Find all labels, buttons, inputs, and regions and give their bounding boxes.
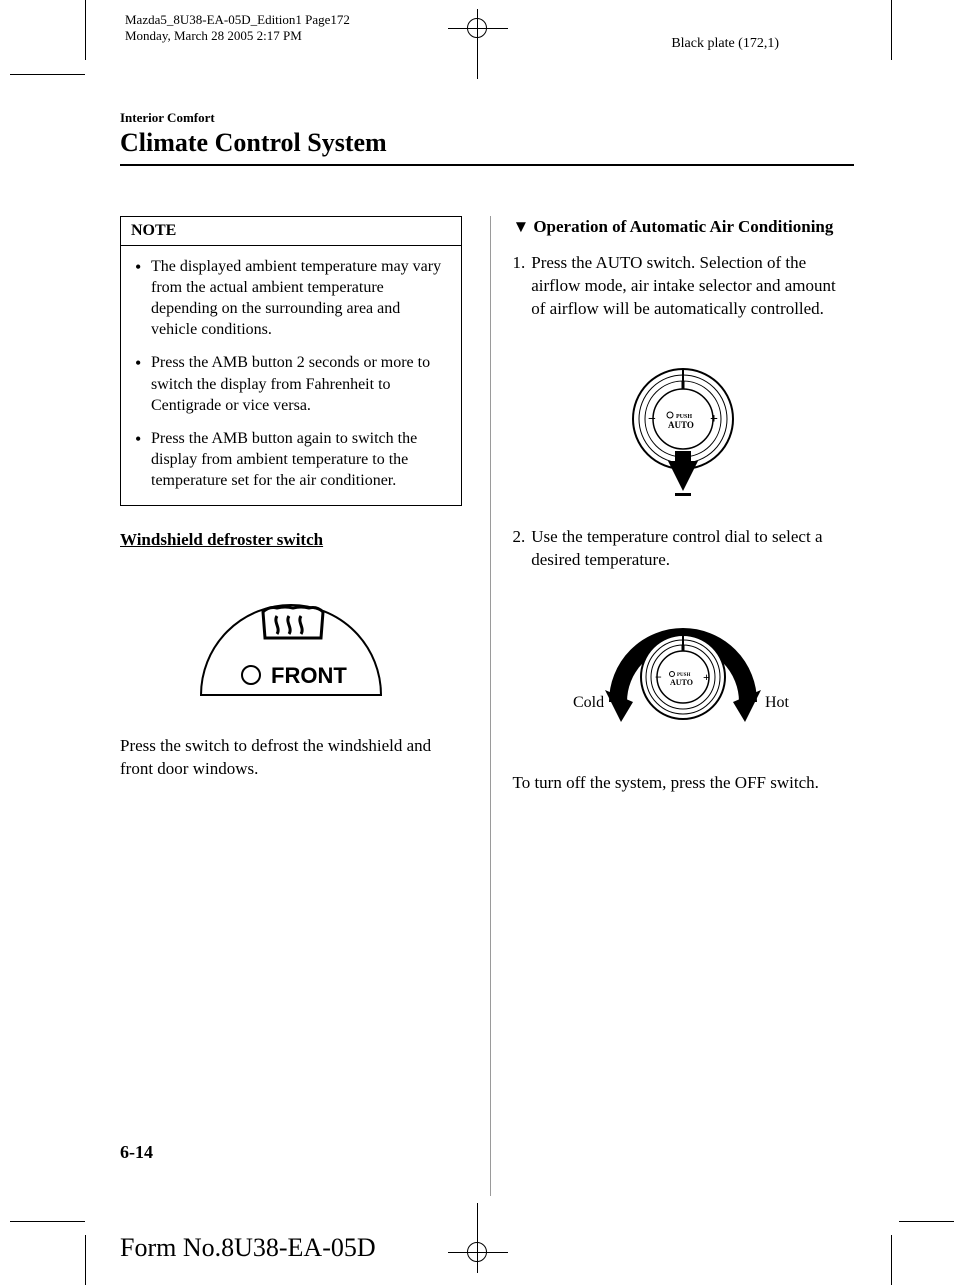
step-text: Use the temperature control dial to sele… bbox=[531, 526, 854, 572]
hot-label: Hot bbox=[765, 694, 790, 711]
right-column: ▼ Operation of Automatic Air Conditionin… bbox=[490, 216, 855, 1196]
note-item: Press the AMB button again to switch the… bbox=[133, 428, 449, 491]
step-text: Press the AUTO switch. Selection of the … bbox=[531, 252, 854, 321]
defroster-heading: Windshield defroster switch bbox=[120, 530, 462, 550]
svg-text:+: + bbox=[703, 670, 710, 684]
operation-heading: ▼ Operation of Automatic Air Conditionin… bbox=[513, 216, 855, 238]
page-number: 6-14 bbox=[120, 1142, 153, 1163]
title-rule bbox=[120, 164, 854, 166]
down-triangle-icon: ▼ bbox=[513, 216, 530, 238]
auto-dial-icon: − + PUSH AUTO bbox=[608, 351, 758, 501]
svg-text:−: − bbox=[655, 670, 662, 684]
auto-dial-figure: − + PUSH AUTO bbox=[513, 351, 855, 506]
file-info-line1: Mazda5_8U38-EA-05D_Edition1 Page172 bbox=[125, 12, 350, 28]
temp-dial-icon: − + PUSH AUTO Cold Hot bbox=[543, 592, 823, 742]
left-column: NOTE The displayed ambient temperature m… bbox=[120, 216, 462, 1196]
cold-label: Cold bbox=[573, 694, 604, 711]
svg-text:+: + bbox=[710, 412, 718, 427]
note-label: NOTE bbox=[121, 217, 461, 246]
temp-dial-figure: − + PUSH AUTO Cold Hot bbox=[513, 592, 855, 747]
section-title: Climate Control System bbox=[120, 128, 854, 158]
step-2: 2. Use the temperature control dial to s… bbox=[513, 526, 855, 572]
note-item: The displayed ambient temperature may va… bbox=[133, 256, 449, 340]
operation-heading-text: Operation of Automatic Air Conditioning bbox=[533, 216, 833, 238]
note-box: NOTE The displayed ambient temperature m… bbox=[120, 216, 462, 506]
section-label: Interior Comfort bbox=[120, 110, 854, 126]
svg-text:AUTO: AUTO bbox=[670, 678, 693, 687]
svg-text:−: − bbox=[648, 412, 656, 427]
defroster-body: Press the switch to defrost the windshie… bbox=[120, 735, 462, 781]
print-file-info: Mazda5_8U38-EA-05D_Edition1 Page172 Mond… bbox=[125, 12, 350, 43]
step-number: 1. bbox=[513, 252, 526, 321]
defroster-figure: FRONT bbox=[120, 580, 462, 715]
file-info-line2: Monday, March 28 2005 2:17 PM bbox=[125, 28, 350, 44]
off-text: To turn off the system, press the OFF sw… bbox=[513, 772, 855, 795]
form-number: Form No.8U38-EA-05D bbox=[120, 1233, 376, 1263]
note-list: The displayed ambient temperature may va… bbox=[133, 256, 449, 491]
front-button-label: FRONT bbox=[271, 663, 347, 688]
step-number: 2. bbox=[513, 526, 526, 572]
black-plate-label: Black plate (172,1) bbox=[671, 36, 779, 52]
step-1: 1. Press the AUTO switch. Selection of t… bbox=[513, 252, 855, 321]
page-content: Interior Comfort Climate Control System … bbox=[120, 110, 854, 1205]
defroster-button-icon: FRONT bbox=[176, 580, 406, 710]
note-item: Press the AMB button 2 seconds or more t… bbox=[133, 352, 449, 415]
dial-auto-label: AUTO bbox=[668, 420, 694, 430]
